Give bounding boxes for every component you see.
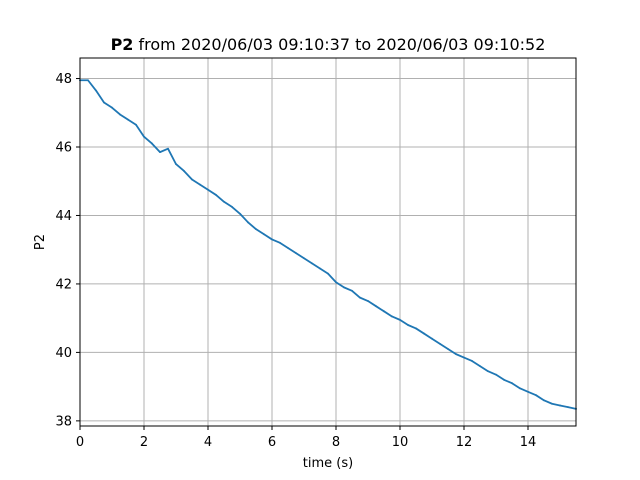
x-tick-label: 6 xyxy=(268,435,276,450)
x-axis-label: time (s) xyxy=(303,456,353,471)
data-point xyxy=(159,151,161,154)
data-point xyxy=(143,135,145,138)
data-point xyxy=(495,373,497,376)
data-point xyxy=(183,170,185,172)
y-tick-label: 46 xyxy=(55,141,72,156)
data-point xyxy=(551,402,553,405)
data-point xyxy=(175,163,177,166)
data-point xyxy=(343,286,345,289)
x-tick-label: 8 xyxy=(332,435,340,450)
data-point xyxy=(319,267,321,270)
data-point xyxy=(215,194,217,196)
data-point xyxy=(335,281,337,284)
data-point xyxy=(519,387,521,390)
data-point xyxy=(295,252,297,255)
data-point xyxy=(87,79,89,82)
plot-area-frame xyxy=(79,57,577,427)
data-point xyxy=(95,89,97,92)
chart-title-bold: P2 xyxy=(111,35,134,54)
x-tick-label: 12 xyxy=(456,435,473,450)
data-point xyxy=(559,404,561,407)
data-point xyxy=(167,147,169,150)
data-point xyxy=(567,406,569,409)
data-point xyxy=(135,123,137,126)
data-point xyxy=(431,337,433,340)
data-point xyxy=(399,318,401,321)
data-point xyxy=(391,315,393,318)
x-tick-label: 0 xyxy=(76,435,84,450)
data-point xyxy=(383,310,385,313)
data-point xyxy=(463,356,465,359)
data-point xyxy=(231,206,233,208)
data-point xyxy=(415,327,417,330)
data-point xyxy=(223,200,225,203)
data-point xyxy=(303,257,305,260)
x-tick-label: 14 xyxy=(520,435,537,450)
data-point xyxy=(359,296,361,299)
data-point xyxy=(103,101,105,104)
y-axis-label: P2 xyxy=(33,234,48,250)
y-tick-label: 48 xyxy=(55,72,72,87)
y-tick-label: 44 xyxy=(55,209,72,224)
data-point xyxy=(423,332,425,335)
data-point xyxy=(263,233,265,236)
data-point xyxy=(191,178,193,181)
data-point xyxy=(439,342,441,345)
data-point xyxy=(375,305,377,308)
data-point xyxy=(279,241,281,244)
y-tick-label: 42 xyxy=(55,277,72,292)
data-point xyxy=(543,399,545,402)
data-point xyxy=(535,394,537,397)
data-point xyxy=(447,348,449,350)
data-point xyxy=(151,142,153,145)
data-point xyxy=(479,365,481,367)
data-point xyxy=(471,360,473,362)
data-point xyxy=(111,106,113,109)
chart-title-rest: from 2020/06/03 09:10:37 to 2020/06/03 0… xyxy=(133,35,545,54)
chart-title: P2 from 2020/06/03 09:10:37 to 2020/06/0… xyxy=(111,35,546,54)
data-point xyxy=(287,247,289,249)
data-point xyxy=(455,353,457,356)
data-point xyxy=(271,238,273,241)
y-tick-label: 40 xyxy=(55,346,72,361)
x-tick-label: 4 xyxy=(204,435,212,450)
data-point xyxy=(527,390,529,393)
x-tick-label: 2 xyxy=(140,435,148,450)
data-point xyxy=(127,118,129,121)
data-point xyxy=(367,300,369,302)
data-point xyxy=(255,228,257,231)
y-tick-label: 38 xyxy=(55,414,72,429)
data-point xyxy=(199,183,201,186)
data-point xyxy=(503,378,505,381)
data-point xyxy=(327,272,329,275)
data-point xyxy=(247,221,249,224)
data-point xyxy=(407,324,409,326)
y-axis: 38 40 42 44 46 48 xyxy=(55,72,80,429)
grid xyxy=(79,58,576,426)
data-point xyxy=(351,289,353,292)
data-point xyxy=(511,382,513,385)
data-point xyxy=(119,113,121,116)
x-axis: 0 2 4 6 8 10 12 14 xyxy=(76,426,536,450)
x-tick-label: 10 xyxy=(392,435,409,450)
data-point xyxy=(311,262,313,265)
data-point xyxy=(487,370,489,373)
data-point xyxy=(239,212,241,215)
data-point xyxy=(207,188,209,191)
